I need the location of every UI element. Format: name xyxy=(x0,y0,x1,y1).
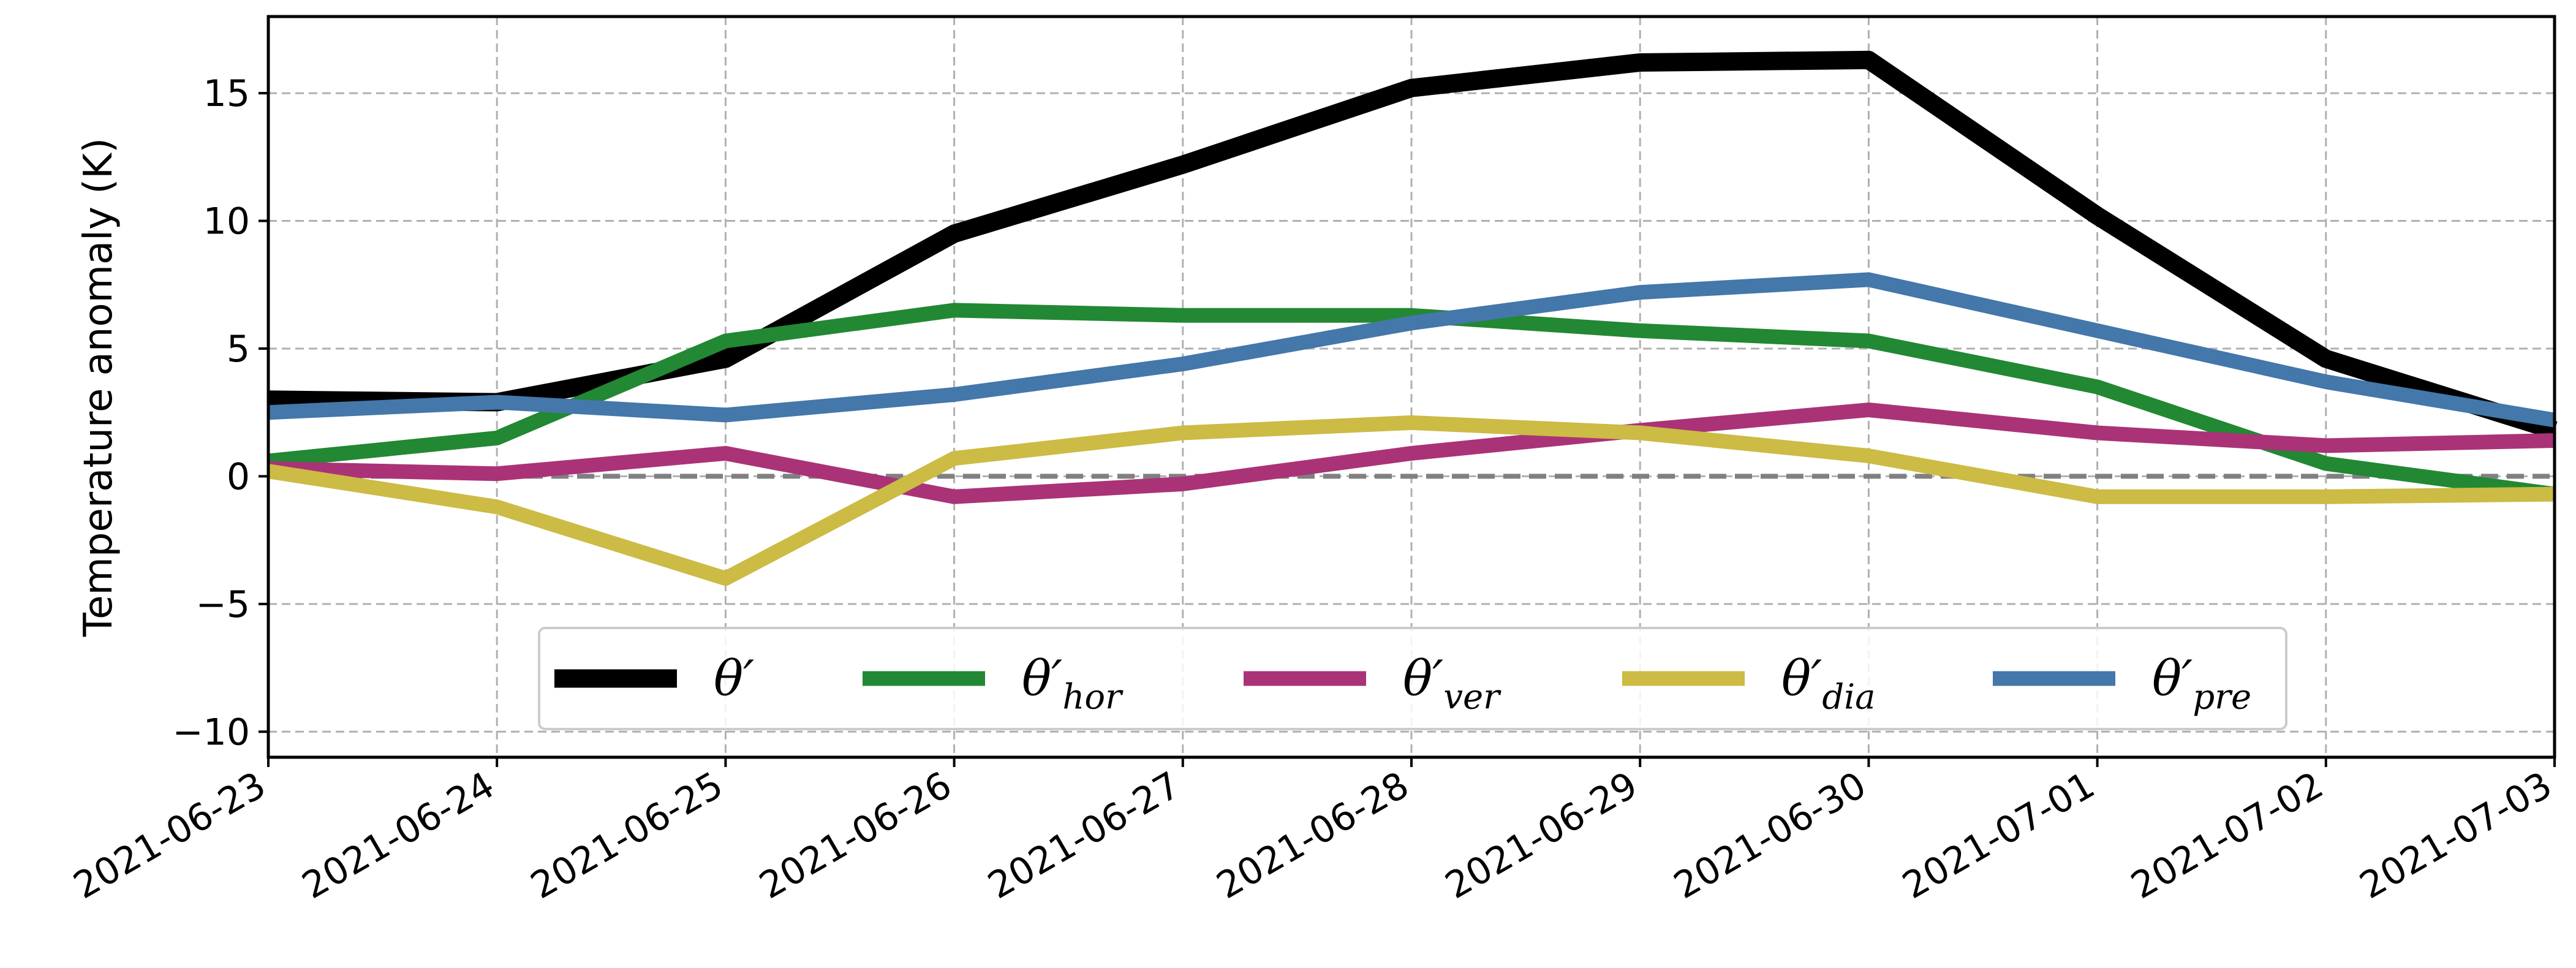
series-line-pre xyxy=(268,272,2556,428)
y-axis-ticks: −10 −5 0 5 10 15 xyxy=(172,72,268,754)
y-tick-label: −5 xyxy=(196,583,250,626)
y-axis-label: Temperature anomaly (K) xyxy=(76,138,121,637)
y-tick-label: 15 xyxy=(203,72,250,115)
y-tick-label: 10 xyxy=(203,200,250,243)
legend-label: θ′ xyxy=(714,650,754,707)
legend-label-subscript: dia xyxy=(1822,678,1875,717)
legend-label-subscript: pre xyxy=(2193,678,2251,717)
series-line-hor xyxy=(267,303,2556,502)
series-line-dia xyxy=(267,415,2555,586)
series-lines xyxy=(267,50,2558,586)
y-tick-label: 0 xyxy=(227,455,250,498)
legend-box xyxy=(538,627,2287,730)
legend: θ′ θ′hor θ′ver θ′dia θ′pre xyxy=(538,627,2287,730)
legend-label-subscript: hor xyxy=(1062,678,1124,717)
series-line-ver xyxy=(268,403,2555,504)
y-tick-label: −10 xyxy=(172,711,250,754)
legend-label-subscript: ver xyxy=(1443,678,1501,717)
y-tick-label: 5 xyxy=(227,328,250,371)
